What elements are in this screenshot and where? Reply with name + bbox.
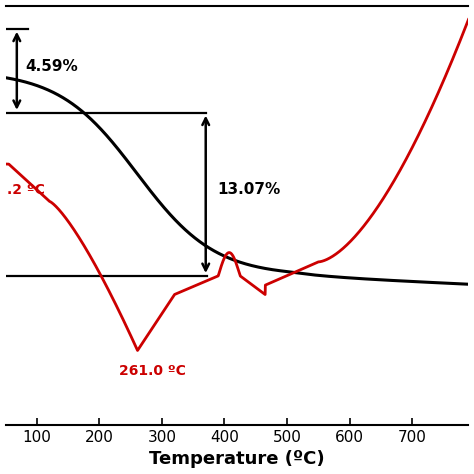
Text: 261.0 ºC: 261.0 ºC bbox=[119, 365, 186, 378]
X-axis label: Temperature (ºC): Temperature (ºC) bbox=[149, 450, 325, 468]
Text: .2 ºC: .2 ºC bbox=[7, 182, 45, 197]
Text: 13.07%: 13.07% bbox=[217, 182, 280, 197]
Text: 4.59%: 4.59% bbox=[26, 59, 78, 73]
